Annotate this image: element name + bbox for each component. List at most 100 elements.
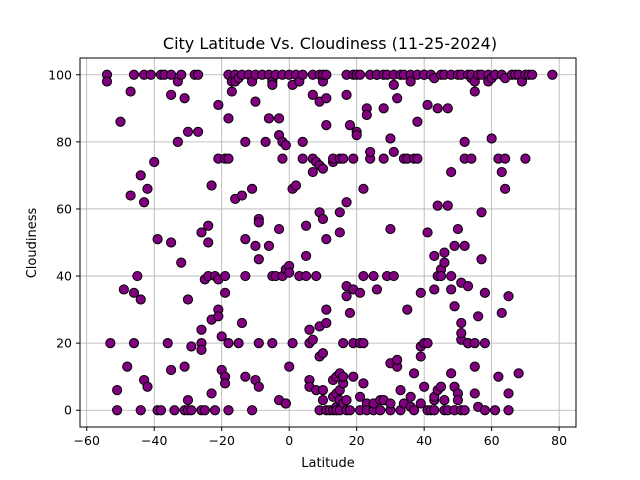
data-point	[473, 311, 484, 322]
data-point	[142, 381, 153, 392]
data-point	[321, 317, 332, 329]
data-point	[115, 116, 126, 127]
data-point	[415, 351, 426, 362]
data-point	[429, 284, 440, 295]
data-point	[344, 119, 356, 131]
data-point	[446, 270, 457, 282]
data-point	[449, 301, 460, 312]
data-point	[128, 69, 140, 80]
data-point	[223, 405, 234, 416]
data-point	[388, 79, 399, 90]
data-point	[341, 89, 352, 101]
data-point	[520, 153, 531, 164]
data-point	[267, 338, 278, 349]
data-point	[408, 405, 420, 416]
data-point	[297, 153, 308, 164]
data-point	[422, 338, 433, 349]
data-point	[321, 69, 332, 80]
data-point	[203, 237, 214, 248]
x-tick-label: 40	[416, 433, 432, 448]
x-axis-label: Latitude	[301, 456, 355, 471]
data-point	[422, 227, 433, 238]
data-point	[317, 385, 329, 396]
data-point	[236, 190, 248, 201]
data-point	[260, 136, 271, 147]
data-point	[182, 126, 194, 137]
data-point	[219, 378, 231, 389]
data-point	[392, 93, 403, 104]
data-point	[186, 405, 197, 416]
data-point	[354, 69, 366, 80]
data-point	[199, 405, 210, 416]
data-point	[496, 307, 507, 319]
data-point	[341, 291, 352, 302]
y-tick-label: 20	[56, 336, 72, 351]
data-point	[351, 130, 362, 141]
data-point	[459, 405, 470, 416]
data-point	[446, 284, 457, 295]
data-point	[439, 257, 450, 268]
data-point	[408, 368, 420, 379]
data-point	[361, 109, 372, 121]
data-point	[203, 220, 214, 231]
data-point	[435, 270, 447, 282]
y-tick-label: 0	[64, 403, 72, 418]
data-point	[412, 116, 423, 127]
data-point	[348, 371, 359, 382]
x-tick-label: 80	[551, 433, 567, 448]
data-point	[402, 304, 413, 315]
data-point	[405, 76, 416, 87]
data-point	[209, 405, 221, 416]
data-point	[179, 361, 190, 372]
data-point	[101, 76, 113, 87]
axes: −60 −40 −20 0 20 40 60 80 0 20 40 60 80 100	[48, 57, 577, 448]
data-point	[196, 344, 207, 355]
data-point	[149, 156, 160, 168]
data-point	[246, 405, 258, 416]
data-point	[395, 385, 406, 396]
data-point	[321, 93, 332, 104]
data-point	[300, 220, 312, 231]
data-point	[378, 103, 389, 114]
data-point	[459, 240, 470, 251]
data-point	[240, 371, 251, 382]
data-point	[365, 146, 376, 158]
data-point	[429, 250, 440, 262]
data-point	[317, 395, 329, 406]
data-point	[155, 405, 167, 416]
data-point	[452, 223, 463, 235]
data-point	[182, 395, 194, 406]
data-point	[172, 136, 183, 147]
data-point	[273, 223, 285, 235]
data-point	[462, 281, 474, 292]
data-point	[145, 69, 156, 80]
data-point	[503, 405, 514, 416]
data-point	[290, 180, 302, 191]
data-point	[223, 153, 234, 164]
data-point	[142, 183, 153, 194]
data-point	[500, 183, 511, 194]
data-point	[273, 113, 285, 124]
data-point	[439, 395, 450, 406]
data-point	[135, 294, 146, 305]
data-point	[442, 200, 453, 211]
y-axis-label: Cloudiness	[25, 208, 40, 279]
data-point	[378, 153, 389, 164]
data-point	[277, 153, 288, 164]
x-tick-label: −60	[74, 433, 100, 448]
data-point	[368, 270, 379, 282]
data-point	[469, 388, 480, 399]
data-point	[213, 99, 224, 111]
data-point	[317, 163, 329, 174]
data-point	[176, 257, 187, 268]
data-point	[466, 153, 477, 164]
data-point	[162, 338, 173, 349]
data-point	[193, 126, 204, 137]
data-point	[338, 371, 349, 382]
data-point	[547, 69, 558, 80]
data-point	[354, 287, 366, 298]
data-point	[263, 113, 275, 124]
data-point	[182, 294, 194, 305]
x-tick-label: 60	[484, 433, 500, 448]
